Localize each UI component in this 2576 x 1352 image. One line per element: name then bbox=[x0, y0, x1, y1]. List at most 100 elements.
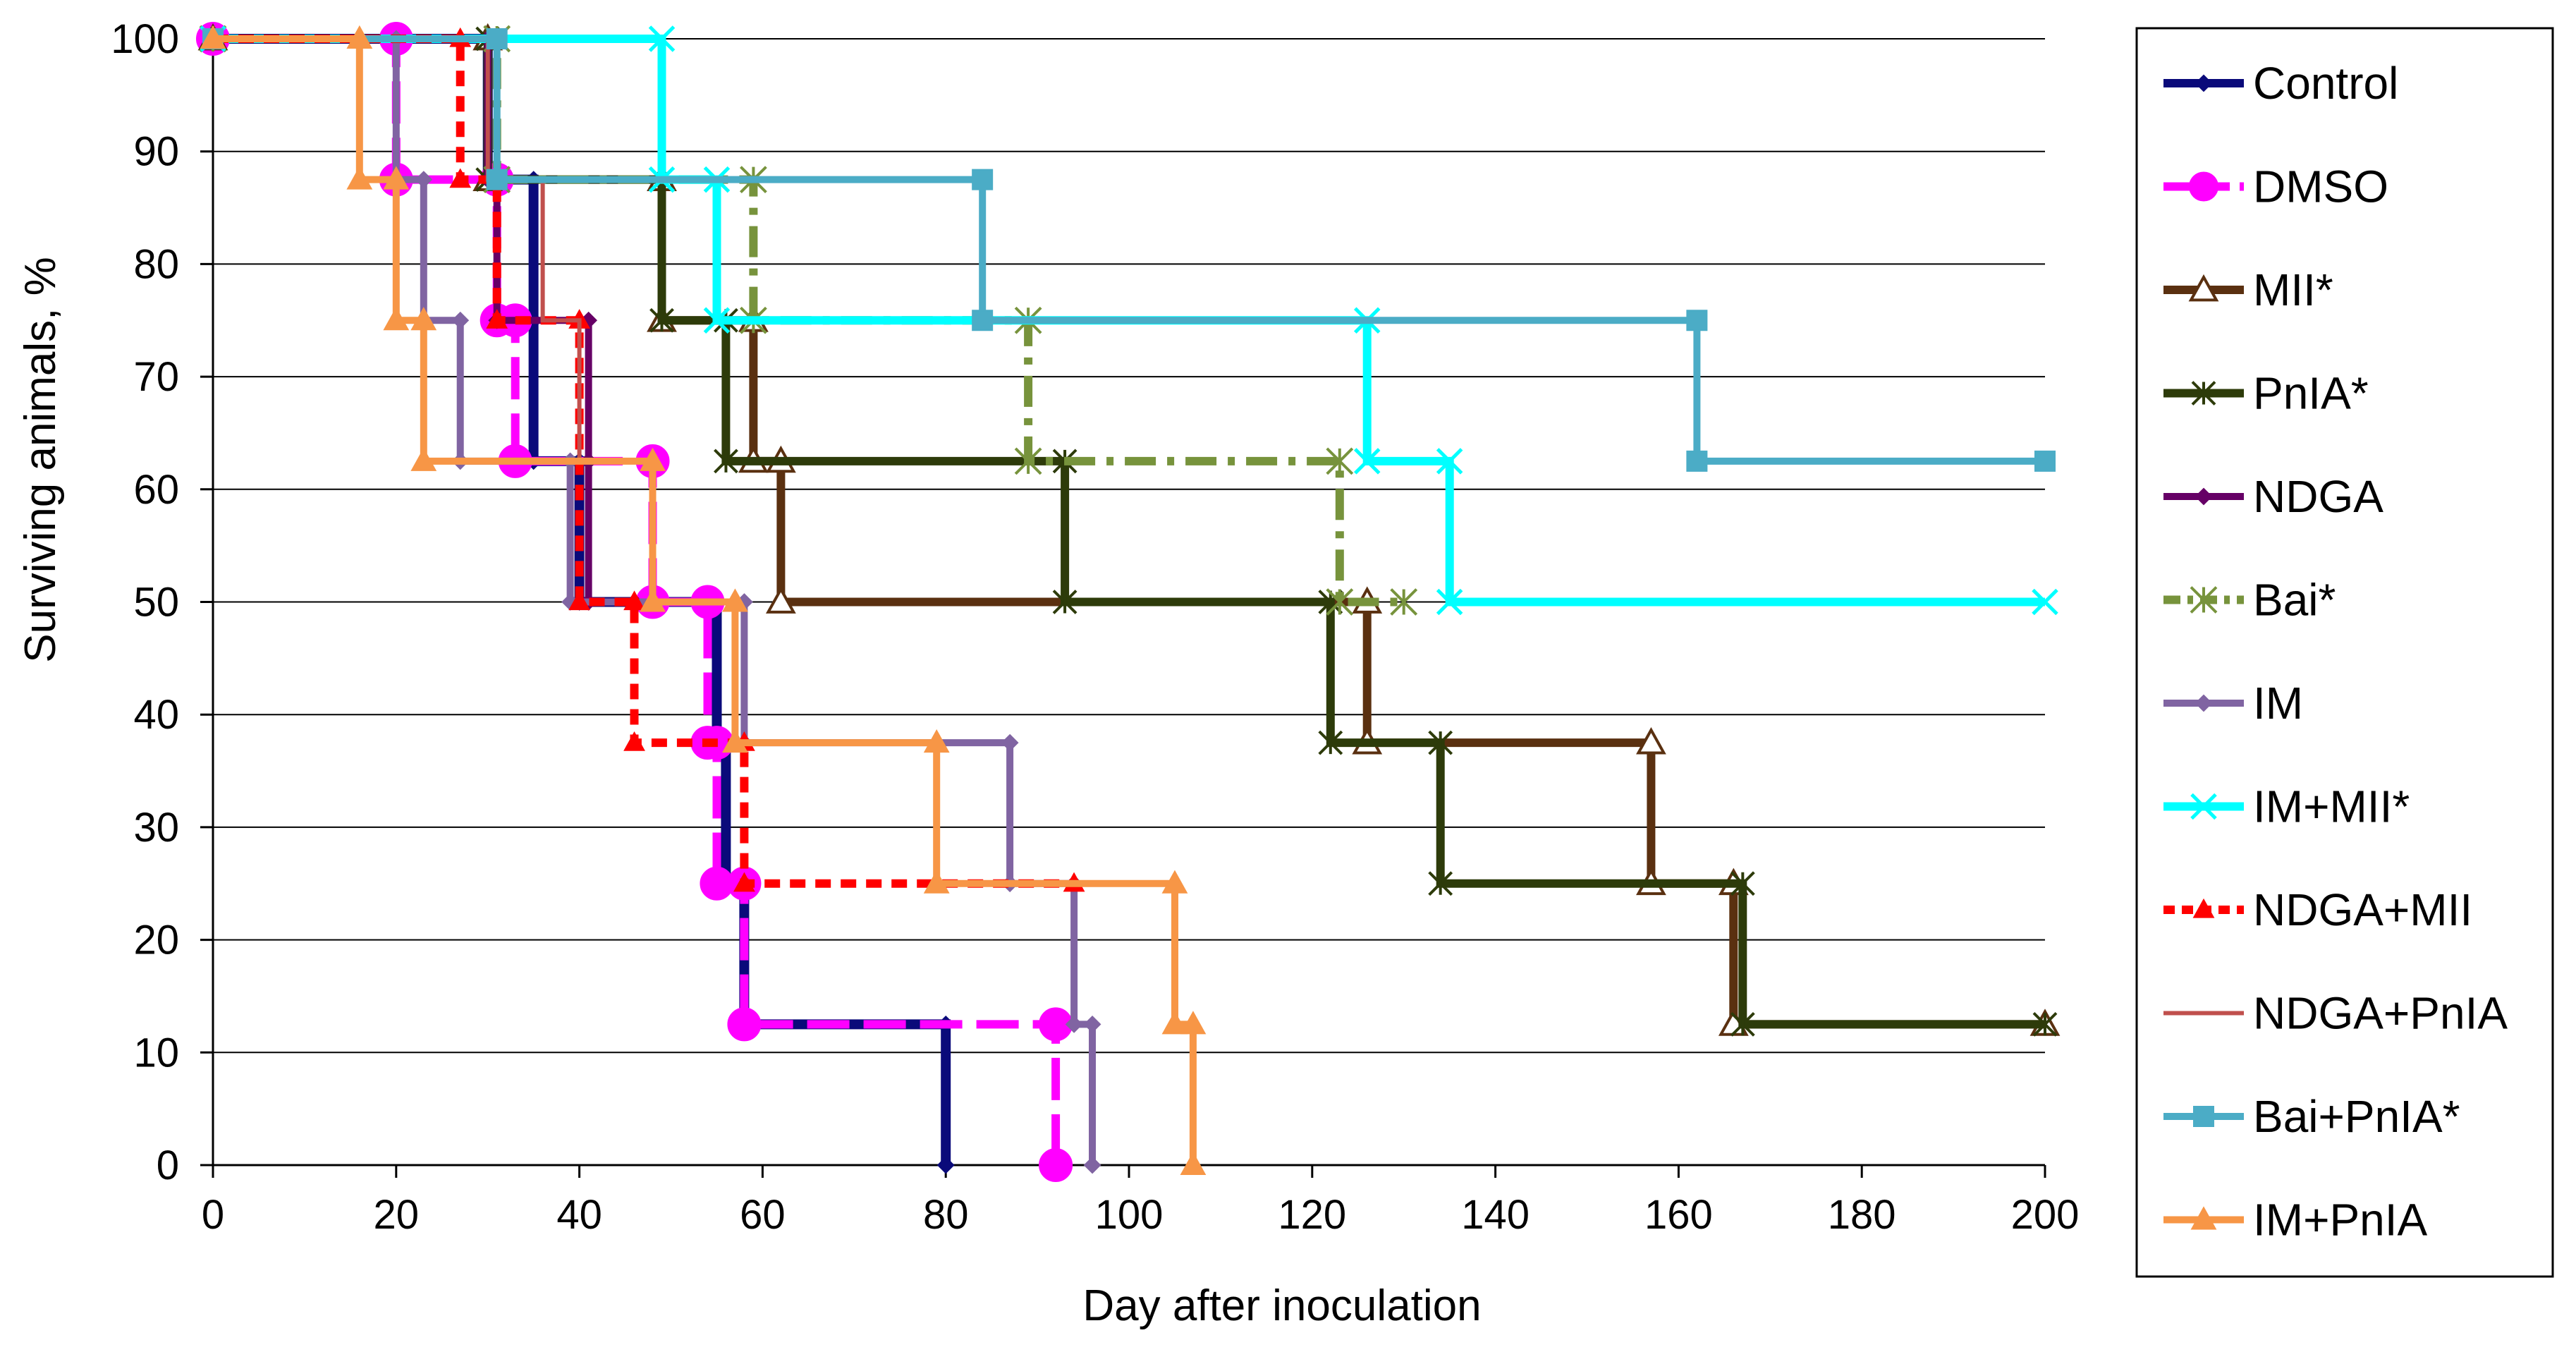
point-ndga-mii bbox=[623, 731, 645, 751]
y-tick-label: 70 bbox=[133, 354, 179, 400]
point-im bbox=[415, 171, 433, 189]
point-im-mii-stroke bbox=[1353, 448, 1381, 475]
point-im-pnia bbox=[383, 166, 410, 190]
point-im-mii-stroke bbox=[1436, 588, 1463, 616]
series-line-ndga-pnia bbox=[213, 37, 653, 463]
point-im-pnia bbox=[923, 729, 950, 753]
point-pnia bbox=[1052, 590, 1078, 614]
point-bai bbox=[1326, 447, 1354, 475]
point-im-pnia bbox=[722, 588, 748, 612]
x-tick-label: 180 bbox=[1828, 1192, 1896, 1238]
legend-label-im-mii: IM+MII* bbox=[2253, 781, 2410, 832]
point-bai-pnia bbox=[972, 310, 994, 331]
legend-item-ndga-pnia: NDGA+PnIA bbox=[2163, 988, 2508, 1039]
point-bai-pnia bbox=[1686, 310, 1708, 331]
legend-label-control: Control bbox=[2253, 58, 2398, 109]
point-im-pnia bbox=[410, 307, 437, 331]
point-im-mii bbox=[1353, 448, 1381, 475]
legend-label-ndga-pnia: NDGA+PnIA bbox=[2253, 988, 2508, 1039]
legend-marker-im-mii-stroke bbox=[2190, 793, 2217, 820]
point-ndga-mii bbox=[568, 590, 590, 611]
legend-item-dmso: DMSO bbox=[2163, 162, 2388, 212]
point-bai bbox=[1326, 588, 1354, 616]
legend-marker-ndga-mii bbox=[2192, 898, 2215, 918]
point-im-mii-stroke bbox=[648, 25, 676, 52]
point-pnia bbox=[649, 307, 674, 333]
point-bai bbox=[1390, 588, 1418, 616]
point-ndga-mii bbox=[733, 872, 755, 892]
legend-label-im-pnia: IM+PnIA bbox=[2253, 1195, 2428, 1246]
legend-item-control: Control bbox=[2163, 58, 2398, 109]
point-im-pnia bbox=[722, 729, 748, 753]
point-im-mii bbox=[1436, 588, 1463, 616]
point-im-mii-stroke bbox=[1436, 448, 1463, 475]
point-bai-pnia bbox=[2034, 450, 2056, 472]
point-bai-pnia bbox=[486, 169, 508, 190]
legend-marker-bai bbox=[2190, 586, 2218, 614]
point-im-pnia bbox=[410, 447, 437, 471]
point-im-pnia bbox=[1161, 870, 1188, 894]
legend-label-ndga-mii: NDGA+MII bbox=[2253, 884, 2472, 935]
y-tick-label: 50 bbox=[133, 580, 179, 626]
y-tick-label: 60 bbox=[133, 467, 179, 513]
point-bai bbox=[1014, 447, 1042, 475]
point-im-pnia bbox=[346, 25, 373, 49]
legend-label-mii: MII* bbox=[2253, 264, 2333, 315]
x-tick-label: 40 bbox=[556, 1192, 602, 1238]
legend-label-bai-pnia: Bai+PnIA* bbox=[2253, 1091, 2460, 1142]
point-im-mii-stroke bbox=[703, 307, 731, 334]
legend-item-bai-pnia: Bai+PnIA* bbox=[2163, 1091, 2460, 1142]
legend-item-ndga-mii: NDGA+MII bbox=[2163, 884, 2472, 935]
point-im bbox=[1083, 1156, 1101, 1174]
x-tick-label: 80 bbox=[923, 1192, 969, 1238]
legend-marker-dmso bbox=[2189, 171, 2218, 202]
point-control bbox=[936, 1156, 955, 1174]
series-line-dmso bbox=[213, 35, 1061, 1165]
legend-label-im: IM bbox=[2253, 678, 2303, 729]
legend: Control DMSO MII* PnIA* NDGA Bai* IM IM+MII* NDG… bbox=[2135, 27, 2554, 1278]
legend-item-bai: Bai* bbox=[2163, 575, 2336, 626]
point-im-mii-stroke bbox=[2032, 588, 2058, 616]
point-im-mii bbox=[648, 25, 676, 52]
point-im-pnia bbox=[383, 307, 410, 331]
legend-marker-mii bbox=[2188, 274, 2219, 302]
series-layer bbox=[196, 22, 2061, 1182]
y-tick-label: 20 bbox=[133, 918, 179, 963]
x-tick-label: 60 bbox=[740, 1192, 786, 1238]
point-pnia bbox=[1730, 871, 1755, 896]
series-im-pnia bbox=[200, 25, 1207, 1175]
point-im-pnia bbox=[1180, 1011, 1207, 1035]
y-tick-label: 0 bbox=[157, 1143, 179, 1188]
y-tick-label: 90 bbox=[133, 129, 179, 175]
x-tick-label: 140 bbox=[1461, 1192, 1530, 1238]
point-mii bbox=[765, 586, 796, 614]
point-bai-pnia bbox=[486, 28, 508, 49]
legend-item-mii: MII* bbox=[2163, 264, 2333, 315]
point-dmso bbox=[1039, 1148, 1073, 1182]
point-im bbox=[1083, 1015, 1101, 1033]
point-im-mii bbox=[703, 307, 731, 334]
legend-marker-im bbox=[2195, 694, 2213, 712]
point-im-pnia bbox=[346, 166, 373, 190]
legend-item-im-pnia: IM+PnIA bbox=[2163, 1195, 2428, 1246]
legend-marker-control bbox=[2195, 74, 2213, 92]
y-axis-title: Surviving animals, % bbox=[16, 257, 65, 662]
point-ndga-mii bbox=[623, 590, 645, 611]
legend-marker-bai-pnia bbox=[2193, 1106, 2214, 1127]
point-im-mii bbox=[1436, 448, 1463, 475]
legend-label-pnia: PnIA* bbox=[2253, 368, 2369, 419]
x-tick-label: 0 bbox=[202, 1192, 224, 1238]
point-im-pnia bbox=[1161, 1011, 1188, 1035]
point-pnia bbox=[2032, 1011, 2058, 1037]
point-im-pnia bbox=[923, 870, 950, 894]
point-dmso bbox=[727, 1007, 762, 1042]
point-bai-pnia bbox=[972, 169, 994, 190]
x-tick-label: 200 bbox=[2011, 1192, 2080, 1238]
legend-marker-ndga bbox=[2195, 487, 2213, 506]
point-im bbox=[1065, 1015, 1083, 1033]
y-tick-label: 80 bbox=[133, 241, 179, 287]
legend-item-im: IM bbox=[2163, 678, 2303, 729]
y-tick-label: 40 bbox=[133, 692, 179, 738]
point-im-pnia bbox=[1180, 1151, 1207, 1175]
